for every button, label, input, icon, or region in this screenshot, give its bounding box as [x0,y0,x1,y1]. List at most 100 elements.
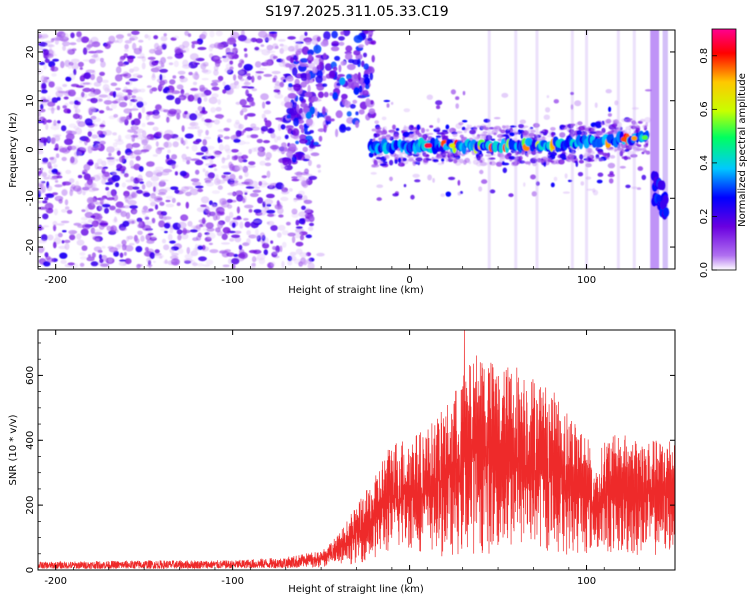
noise-blob [281,190,290,195]
noise-blob [173,35,179,39]
noise-blob [301,205,306,210]
noise-blob [177,53,182,57]
carrier-halo-blob [553,176,558,182]
noise-blob [60,259,67,264]
noise-blob [254,186,261,190]
noise-blob [166,117,171,123]
noise-blob [302,180,309,189]
noise-blob [44,205,49,212]
cluster-blob [283,146,288,152]
noise-blob [244,204,254,209]
noise-blob [152,113,161,119]
carrier-halo-blob [559,132,566,138]
carrier-halo-blob [608,178,614,184]
carrier-halo-blob [500,154,506,157]
carrier-halo-blob [546,95,550,99]
carrier-halo-blob [435,126,440,130]
noise-blob [80,216,88,221]
noise-blob [61,240,65,244]
noise-blob [187,220,193,227]
noise-blob [268,182,273,189]
noise-blob [106,190,112,198]
noise-blob [291,176,298,179]
carrier-halo-blob [643,144,648,148]
noise-blob [218,116,223,120]
cluster-hotspot [353,86,360,95]
carrier-halo-blob [371,128,377,132]
noise-blob [217,129,226,133]
noise-blob [83,72,91,80]
carrier-halo-blob [436,105,441,110]
carrier-halo-blob [370,172,377,175]
noise-blob [159,74,163,81]
noise-blob [133,47,142,55]
noise-blob [42,200,48,204]
noise-blob [119,227,128,232]
noise-blob [73,151,83,157]
noise-blob [241,85,250,89]
cluster-blob [355,111,359,116]
noise-blob [42,185,46,193]
noise-blob [119,259,126,262]
noise-blob [137,56,145,59]
cluster-blob [342,30,351,37]
noise-blob [126,152,134,157]
noise-blob [226,40,230,45]
noise-blob [160,179,165,183]
noise-blob [211,190,220,195]
cluster-blob [363,52,367,58]
noise-blob [280,124,286,130]
carrier-halo-blob [407,158,414,162]
noise-blob [75,101,81,106]
carrier-halo-blob [445,124,450,130]
noise-blob [270,261,276,267]
cluster-blob [365,98,371,107]
noise-blob [124,44,129,50]
noise-blob [223,172,232,175]
noise-blob [47,234,54,241]
cluster-blob [335,128,339,138]
cluster-blob [292,67,298,76]
noise-blob [219,209,225,213]
cluster-blob [367,37,373,42]
noise-blob [203,136,212,140]
noise-blob [163,109,170,113]
noise-blob [133,124,137,131]
carrier-halo-blob [578,159,585,164]
noise-blob [132,88,141,93]
carrier-halo-blob [494,126,502,132]
noise-blob [138,39,144,43]
carrier-halo-blob [476,155,481,161]
noise-blob [221,165,230,169]
noise-blob [90,215,96,218]
carrier-halo-blob [520,133,524,140]
noise-blob [191,43,195,49]
noise-blob [154,204,159,210]
carrier-halo-blob [499,156,506,162]
carrier-halo-blob [528,161,531,166]
noise-blob [47,101,56,107]
noise-blob [211,93,219,98]
cluster-blob [325,115,331,122]
noise-blob [132,118,141,126]
carrier-halo-blob [645,122,648,127]
noise-blob [289,251,297,256]
noise-blob [146,136,151,140]
noise-blob [55,233,59,238]
noise-blob [239,59,245,65]
noise-blob [158,182,164,188]
noise-blob [184,253,193,260]
noise-blob [263,73,273,77]
carrier-halo-blob [621,156,627,159]
carrier-halo-blob [432,159,439,162]
noise-blob [98,98,103,102]
carrier-halo-blob [440,193,446,197]
noise-blob [129,78,139,82]
carrier-halo-blob [644,150,648,153]
carrier-halo-blob [589,131,597,135]
right-edge-feature [650,30,670,269]
noise-blob [149,88,153,94]
carrier-halo-blob [415,157,423,162]
noise-blob [106,225,112,231]
